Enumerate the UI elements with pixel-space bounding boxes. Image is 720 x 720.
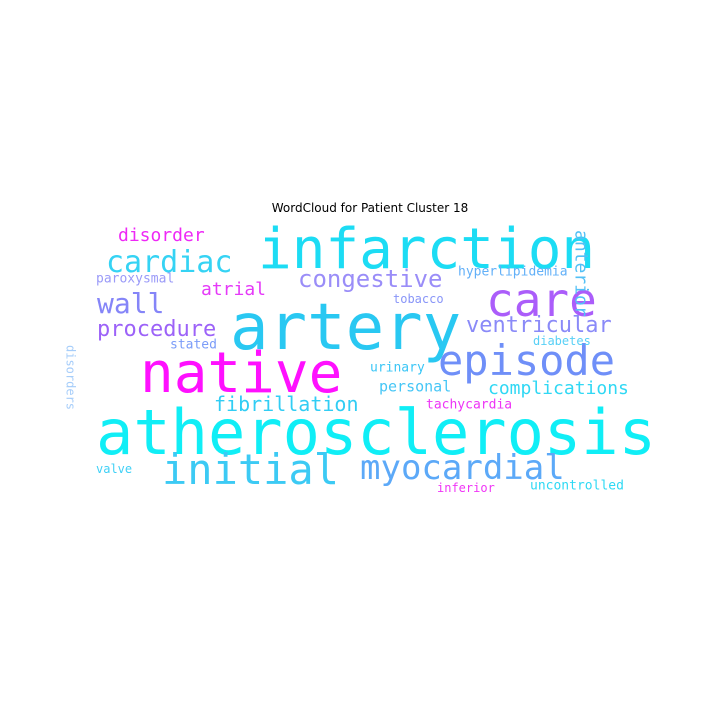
word-anterior: anterior (570, 230, 592, 317)
word-disorder: disorder (118, 225, 205, 246)
word-inferior: inferior (437, 481, 495, 495)
word-valve: valve (96, 462, 133, 476)
wordcloud-title: WordCloud for Patient Cluster 18 (271, 201, 469, 215)
word-artery: artery (230, 291, 462, 365)
word-hyperlipidemia: hyperlipidemia (458, 264, 568, 280)
word-disorders: disorders (63, 345, 78, 411)
word-paroxysmal: paroxysmal (96, 271, 175, 287)
word-native: native (140, 341, 343, 406)
word-wall: wall (97, 287, 165, 320)
word-myocardial: myocardial (360, 448, 565, 488)
word-tachycardia: tachycardia (426, 397, 513, 413)
word-complications: complications (488, 378, 629, 399)
word-urinary: urinary (370, 360, 425, 376)
word-congestive: congestive (298, 265, 443, 293)
word-stated: stated (170, 337, 217, 353)
word-initial: initial (162, 445, 340, 494)
word-cardiac: cardiac (106, 245, 233, 280)
word-uncontrolled: uncontrolled (530, 478, 624, 494)
word-episode: episode (438, 336, 616, 385)
word-personal: personal (379, 377, 452, 396)
word-tobacco: tobacco (393, 292, 444, 306)
word-diabetes: diabetes (533, 334, 591, 348)
word-atrial: atrial (201, 279, 267, 300)
word-fibrillation: fibrillation (214, 392, 359, 416)
word-infarction: infarction (258, 217, 596, 282)
word-atherosclerosis: atherosclerosis (96, 396, 656, 469)
word-ventricular: ventricular (466, 313, 612, 338)
word-care: care (486, 273, 597, 327)
word-procedure: procedure (97, 317, 217, 342)
